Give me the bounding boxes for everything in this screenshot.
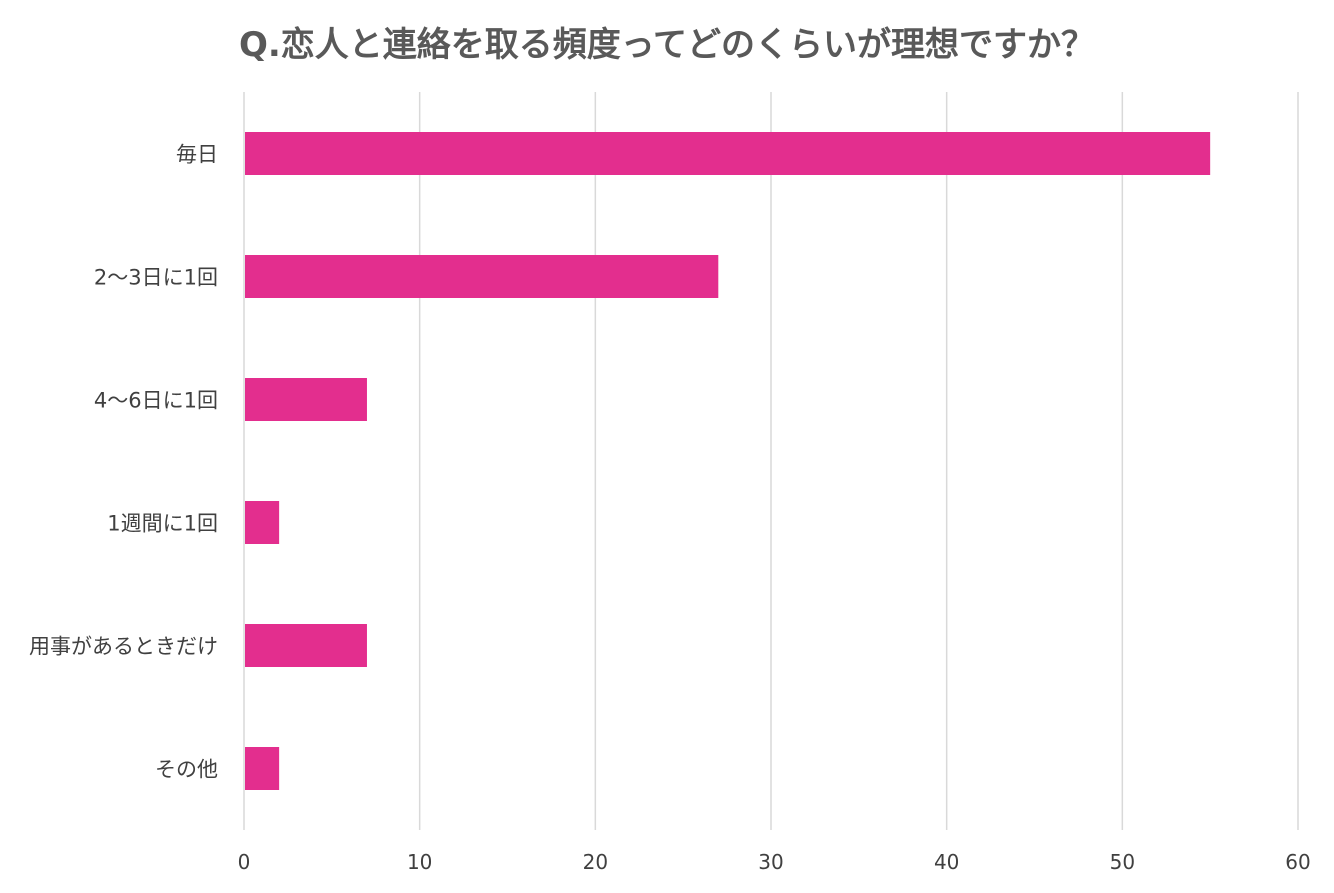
- tick-label-50: 50: [1110, 850, 1135, 874]
- bars: [245, 132, 1211, 790]
- bar-2: [245, 378, 367, 421]
- tick-label-30: 30: [758, 850, 783, 874]
- category-label-4: 用事があるときだけ: [29, 635, 218, 659]
- category-label-5: その他: [155, 758, 218, 782]
- chart-title: Q.恋人と連絡を取る頻度ってどのくらいが理想ですか？: [239, 25, 1095, 65]
- gridlines: [243, 92, 1299, 830]
- bar-3: [245, 501, 280, 544]
- category-label-3: 1週間に1回: [107, 512, 218, 536]
- tick-label-40: 40: [934, 850, 959, 874]
- category-label-0: 毎日: [176, 143, 218, 167]
- tick-label-0: 0: [238, 850, 251, 874]
- bar-5: [245, 747, 280, 790]
- tick-label-20: 20: [583, 850, 608, 874]
- tick-label-10: 10: [407, 850, 432, 874]
- category-label-2: 4〜6日に1回: [94, 389, 218, 413]
- bar-4: [245, 624, 367, 667]
- x-axis-tick-labels: 0 10 20 30 40 50 60: [238, 850, 1311, 874]
- category-label-1: 2〜3日に1回: [94, 266, 218, 290]
- bar-1: [245, 255, 719, 298]
- bar-0: [245, 132, 1211, 175]
- tick-label-60: 60: [1285, 850, 1310, 874]
